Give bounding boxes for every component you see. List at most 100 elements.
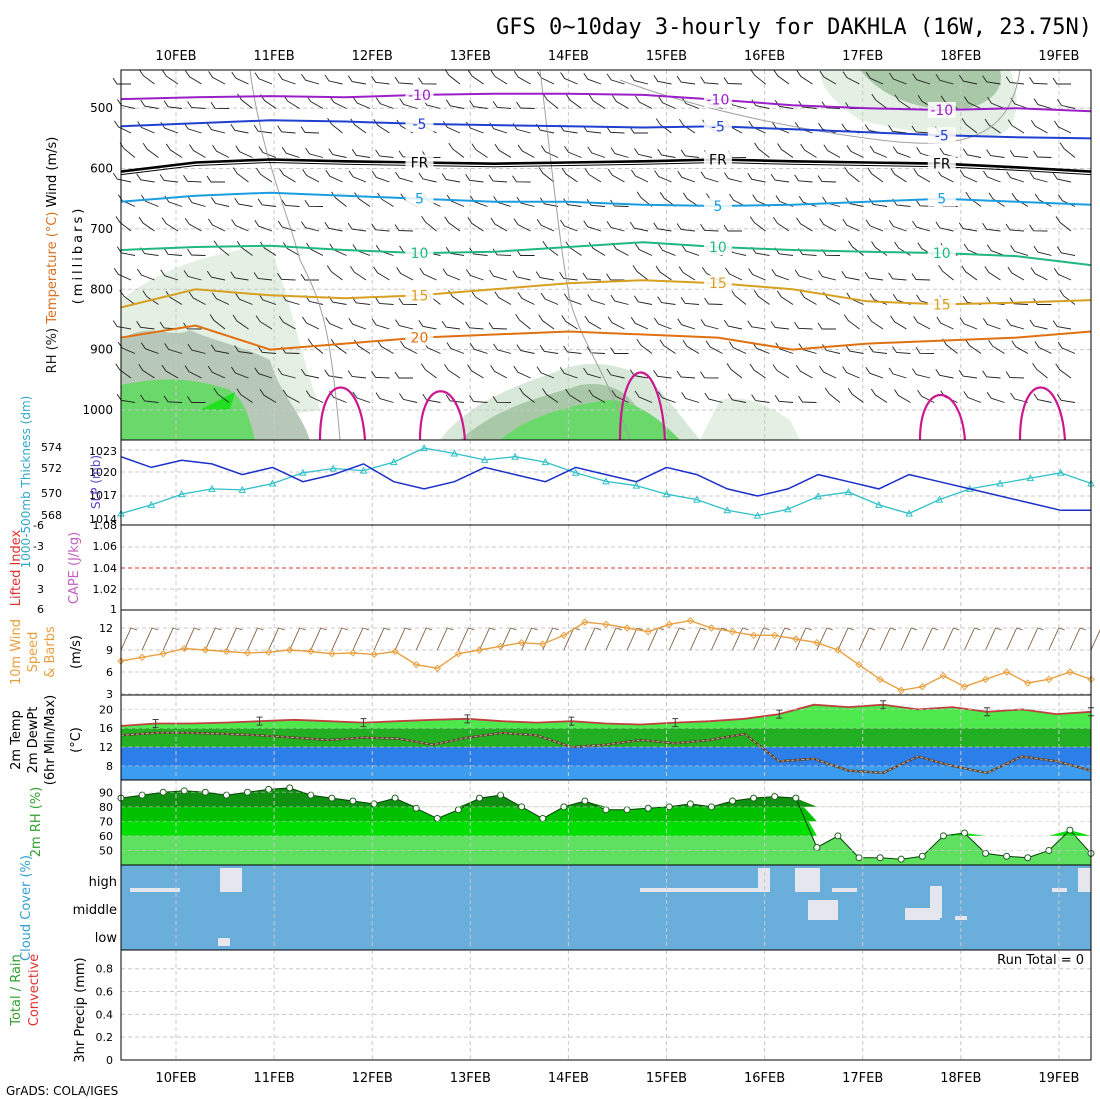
wind-barb-434 (842, 71, 860, 85)
contour-label-bg-FR-2 (927, 155, 956, 172)
wind-barb-420 (819, 70, 837, 85)
wind-barb-537 (1011, 193, 1029, 207)
wind-barb-32 (159, 174, 179, 183)
contour-label-bg-15-0 (405, 287, 434, 304)
wind-barb-214 (465, 174, 484, 183)
wind-barb-393 (774, 100, 794, 109)
wind10m-point-21 (560, 631, 568, 640)
wind-barb-284 (584, 168, 602, 183)
rh-area-band-2 (121, 787, 1091, 822)
wind-barb-210 (467, 69, 484, 85)
wind-barb-374 (723, 319, 743, 330)
wind-barb-474 (888, 367, 907, 379)
li-ytick--3: -3 (33, 540, 44, 553)
wind-barb-264 (536, 366, 555, 379)
wind-barb-462 (889, 72, 907, 85)
convective-contour-3 (918, 394, 967, 441)
wind-barb-529 (988, 339, 1005, 354)
wind-barb-199 (448, 142, 465, 158)
wind-barb-40 (161, 364, 179, 379)
wind-barb-159 (377, 192, 394, 207)
wind-barb-88 (256, 167, 273, 183)
thickness-point-9 (389, 458, 398, 466)
wind-barb-487 (915, 347, 935, 354)
rh-point-37 (897, 855, 905, 863)
date-label-bottom-10FEB: 10FEB (155, 1071, 196, 1086)
wind-barb-219 (471, 290, 488, 305)
precip-run-total: Run Total = 0 (997, 953, 1084, 968)
wind-barb-169 (399, 98, 418, 109)
wind-barb-69 (213, 387, 230, 403)
wind-barb-146 (347, 222, 367, 232)
rh-point-15 (433, 814, 441, 822)
cape-ytick-1.04: 1.04 (93, 562, 118, 575)
wind-barb-119 (306, 242, 324, 256)
contour-label-5-1: 5 (713, 199, 722, 215)
wind10m-point-33 (813, 638, 821, 647)
wind-barb-194 (420, 363, 437, 379)
cloud-gap-1 (220, 868, 242, 892)
wind-barb-489 (917, 389, 935, 403)
precip-ytick-0.4: 0.4 (96, 1008, 114, 1021)
wind-barb-14 (138, 69, 155, 85)
date-label-bottom-14FEB: 14FEB (548, 1071, 589, 1086)
wind-barb-134 (326, 265, 343, 281)
wind-barb-409 (800, 143, 817, 158)
wind-barb-89 (257, 198, 277, 207)
rh-ylabel: 2m RH (%) (29, 787, 44, 858)
wind10m-barb-42 (1006, 627, 1023, 651)
wind-barb-125 (305, 390, 324, 403)
wind10m-barb-39 (942, 627, 960, 651)
wind-barb-97 (259, 389, 277, 403)
wind10m-barb-30 (753, 627, 770, 651)
wind-barb-23 (142, 290, 159, 305)
wind-barb-259 (542, 240, 559, 256)
wind-barb-111 (282, 389, 300, 403)
wind-barb-50 (183, 270, 202, 281)
wind-barb-256 (538, 167, 555, 183)
wind-barb-295 (612, 95, 629, 109)
date-label-top-12FEB: 12FEB (352, 49, 393, 64)
wind-barb-543 (1011, 340, 1029, 354)
wind-barb-568 (1053, 268, 1072, 281)
wind10m-ytick-6: 6 (106, 666, 113, 679)
wind-barb-211 (469, 100, 488, 109)
wind-barb-368 (724, 172, 743, 183)
wind-barb-440 (842, 218, 860, 232)
wind10m-barb-44 (1048, 627, 1065, 651)
wind-barb-52 (183, 322, 202, 330)
wind-barb-414 (794, 269, 813, 281)
wind10m-ytick-12: 12 (99, 622, 113, 635)
wind-barb-248 (515, 313, 531, 330)
wind-barb-514 (959, 317, 978, 330)
wind-barb-290 (584, 315, 602, 330)
rh-point-40 (960, 829, 968, 837)
wind-barb-60 (206, 175, 225, 183)
wind-barb-59 (212, 144, 230, 158)
cloud-gap-10 (1078, 868, 1091, 892)
wind-barb-540 (1007, 266, 1025, 281)
convective-contour-2 (618, 371, 667, 441)
wind10m-barb-31 (774, 627, 791, 651)
wind-barb-486 (913, 316, 931, 330)
wind-barb-154 (371, 76, 390, 85)
wind-barb-551 (1034, 193, 1052, 207)
wind-barb-73 (235, 145, 253, 158)
wind-barb-472 (890, 315, 907, 330)
wind-barb-260 (535, 271, 555, 281)
wind-barb-454 (865, 219, 884, 232)
contour-label-bg-10-0 (405, 245, 434, 262)
temp-contour-20 (120, 324, 1092, 351)
date-label-top-18FEB: 18FEB (940, 49, 981, 64)
wind-barb-318 (630, 317, 649, 330)
wind-barb-74 (232, 167, 249, 183)
wind10m-ylabel-part-1: Speed (26, 632, 41, 673)
wind10m-barb-12 (373, 627, 391, 651)
rh-point-14 (412, 804, 420, 812)
wind-barb-70 (231, 71, 249, 85)
wind-barb-538 (1005, 223, 1025, 232)
wind10m-point-24 (623, 624, 631, 632)
wind-barb-447 (847, 388, 864, 403)
wind-barb-3 (119, 142, 136, 158)
date-label-top-19FEB: 19FEB (1038, 49, 1079, 64)
